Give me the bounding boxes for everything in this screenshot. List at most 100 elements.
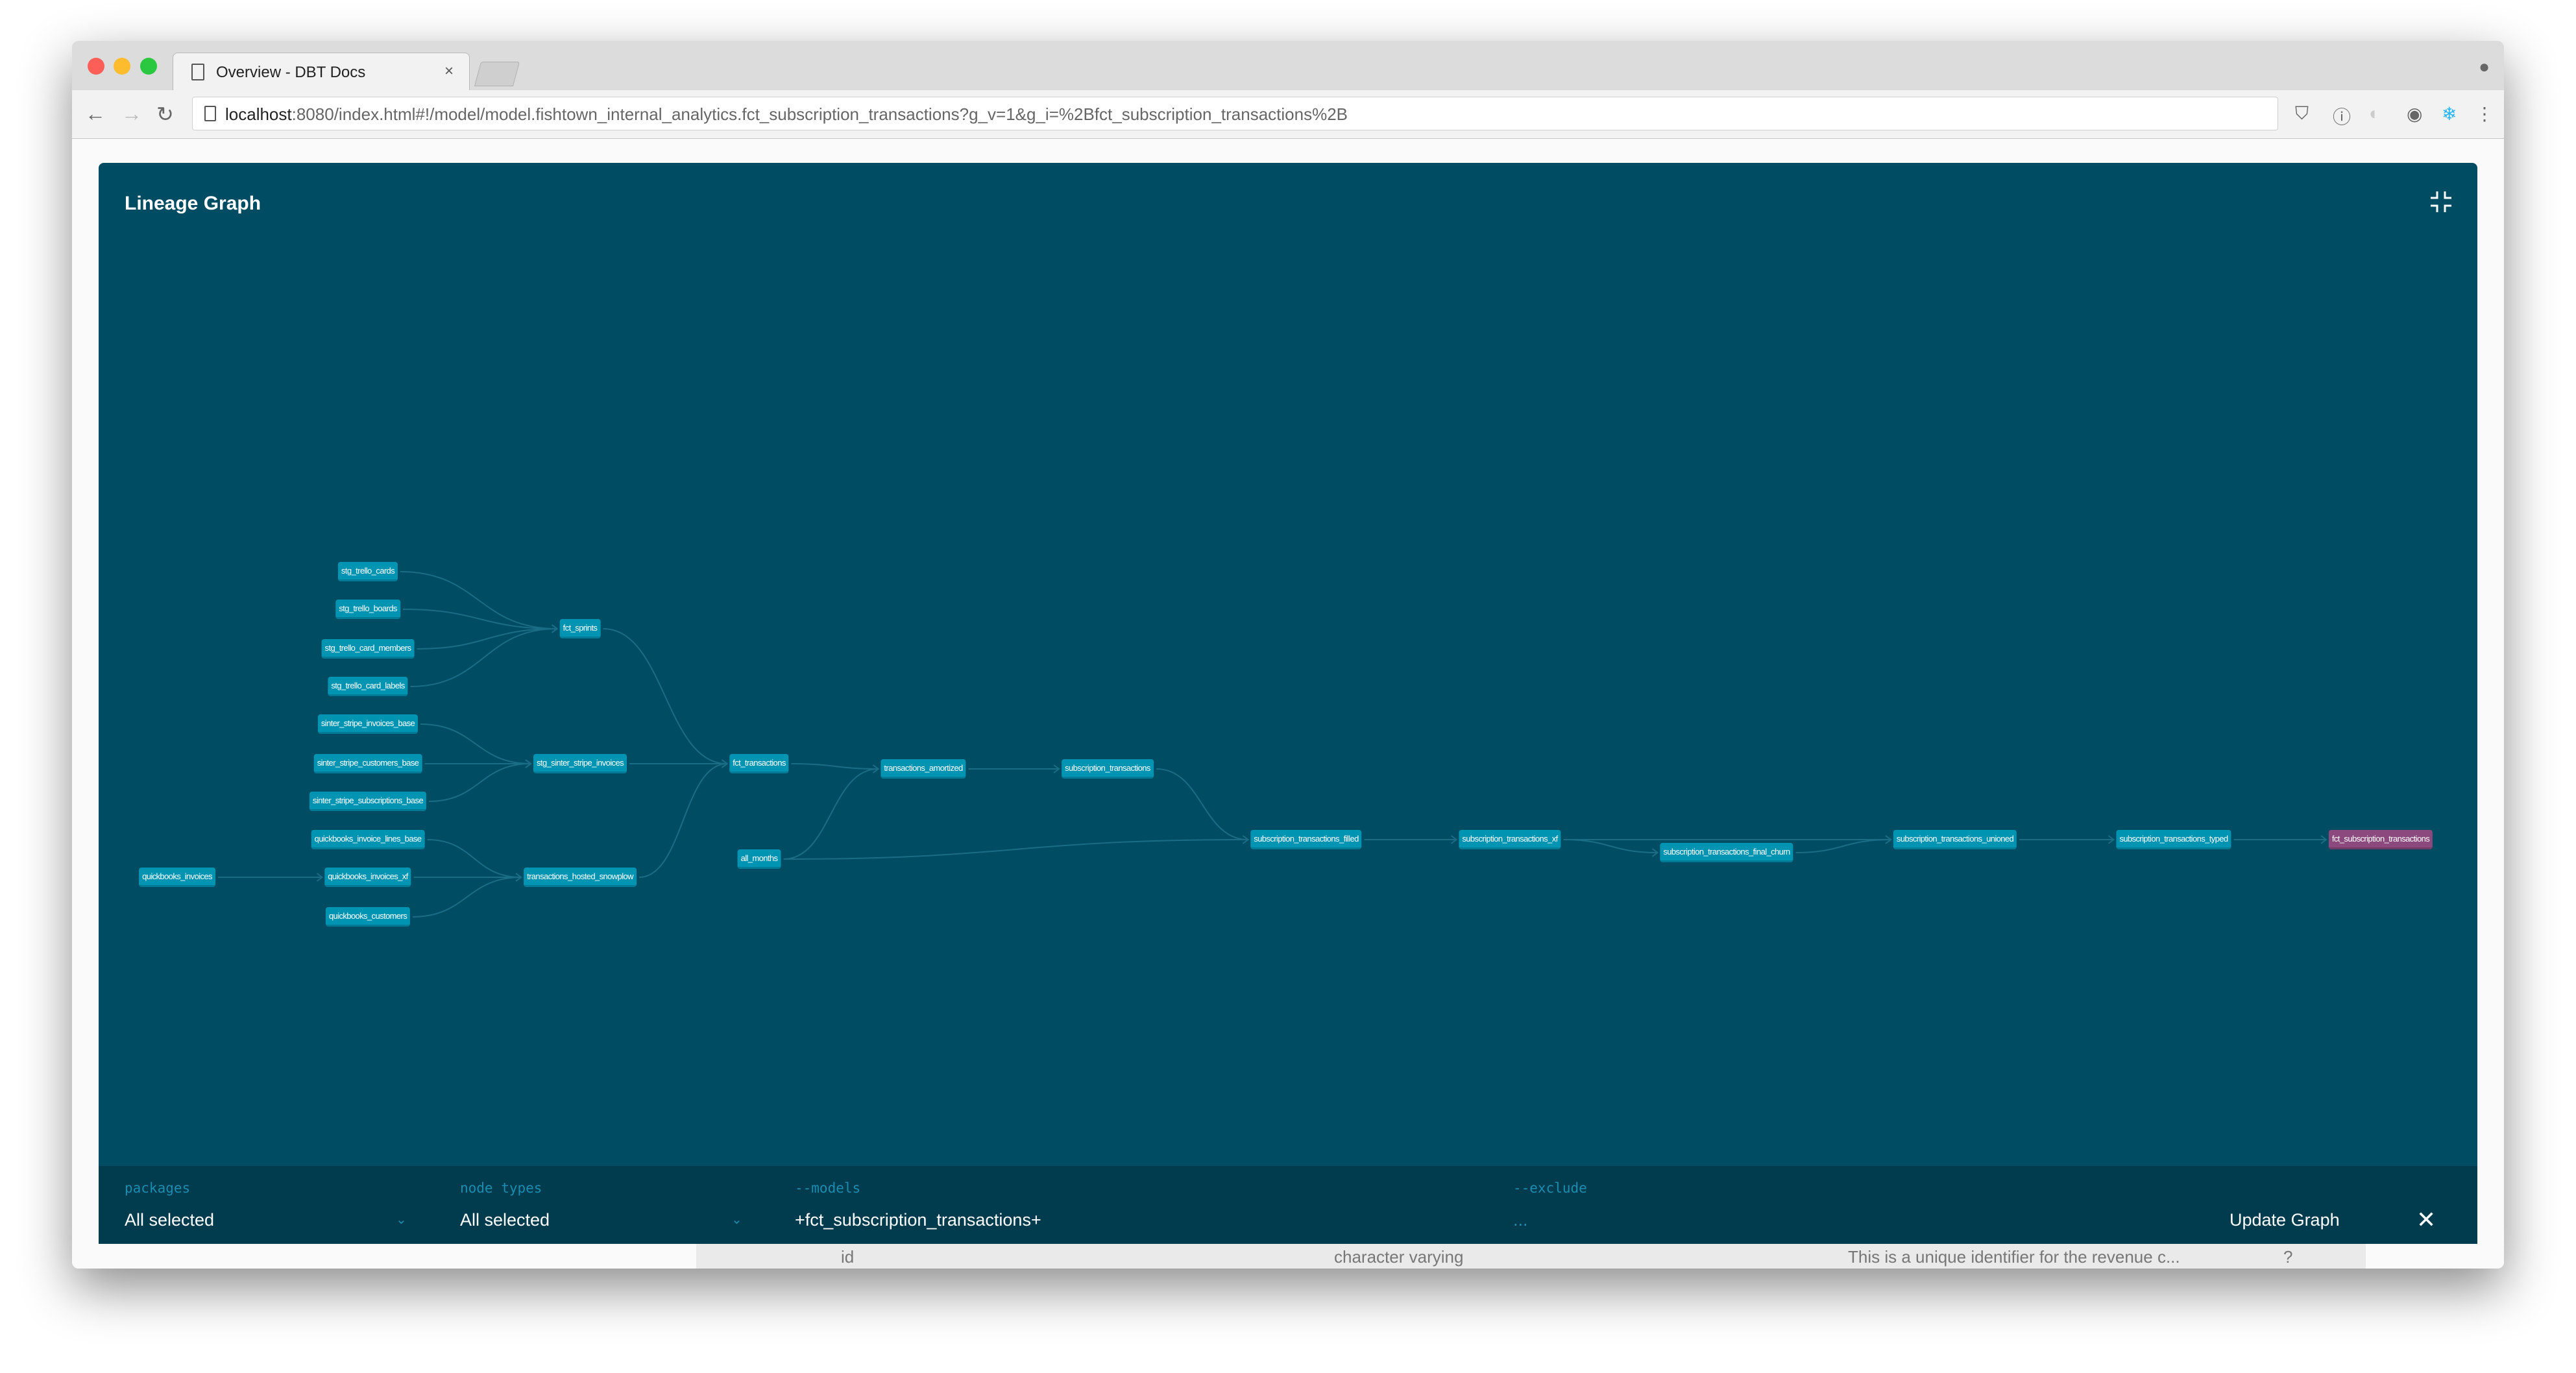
edge-arrow-icon [1885,835,1892,844]
edge-arrow-icon [525,759,532,768]
tab-title: Overview - DBT Docs [216,64,366,81]
minimize-window-button[interactable] [114,58,130,75]
edge-arrow-icon [872,764,880,773]
browser-window: Overview - DBT Docs × ● ← → ↻ localhost:… [72,41,2504,1269]
graph-node[interactable]: quickbooks_invoices_xf [324,868,411,887]
graph-node[interactable]: subscription_transactions [1062,759,1154,779]
edge-arrow-icon [1053,764,1060,773]
edge-arrow-icon [721,759,729,768]
models-label: --models [795,1180,861,1196]
exclude-input[interactable]: ... [1513,1210,1528,1230]
graph-edge [783,768,879,860]
page-info-icon [204,106,216,121]
graph-node[interactable]: sinter_stripe_customers_base [313,754,422,773]
forward-icon[interactable]: → [121,102,142,125]
shield-extension-icon[interactable]: ⛉ [2295,103,2309,123]
graph-edge [783,839,1248,860]
graph-node[interactable]: sinter_stripe_invoices_base [317,714,419,734]
url-path: :8080/index.html#!/model/model.fishtown_… [291,104,1348,124]
browser-tab[interactable]: Overview - DBT Docs × [173,53,470,91]
snowflake-extension-icon[interactable]: ❄ [2442,104,2457,124]
edge-arrow-icon [1450,835,1458,844]
graph-edge [1795,839,1891,853]
graph-node[interactable]: quickbooks_customers [325,907,411,927]
graph-edge [402,609,557,629]
info-extension-icon[interactable]: ⓘ [2333,107,2351,127]
url-bar[interactable]: localhost:8080/index.html#!/model/model.… [192,97,2278,130]
column-type: character varying [1334,1247,1464,1267]
edge-arrow-icon [1651,848,1659,857]
graph-edge [400,571,557,629]
page-icon [191,64,204,80]
page-content: id character varying This is a unique id… [72,139,2504,1269]
edge-arrow-icon [2108,835,2115,844]
graph-edge [427,839,522,878]
graph-node[interactable]: fct_transactions [729,754,789,773]
menu-icon[interactable]: ⋮ [2475,104,2494,124]
graph-node[interactable]: subscription_transactions_unioned [1893,830,2017,849]
exclude-label: --exclude [1513,1180,1587,1196]
graph-edge [1563,839,1658,853]
edge-arrow-icon [316,873,324,882]
graph-edge [638,763,727,878]
tab-close-icon[interactable]: × [444,62,454,80]
graph-node[interactable]: fct_subscription_transactions [2328,830,2433,849]
graph-node[interactable]: subscription_transactions_filled [1250,830,1362,849]
graph-node[interactable]: quickbooks_invoices [139,868,215,887]
graph-edge [603,628,727,764]
graph-edges [218,571,2327,917]
chevron-down-icon[interactable]: ⌄ [396,1213,407,1227]
graph-edge [1156,768,1248,840]
graph-node[interactable]: subscription_transactions_xf [1459,830,1561,849]
close-window-button[interactable] [88,58,104,75]
graph-node[interactable]: sinter_stripe_subscriptions_base [309,792,427,811]
column-name: id [841,1247,855,1267]
graph-node[interactable]: transactions_hosted_snowplow [524,868,637,887]
graph-edge [791,763,879,770]
graph-edge [420,723,531,764]
profile-icon[interactable]: ● [2479,56,2490,77]
graph-edge [410,628,557,687]
tab-bar: Overview - DBT Docs × ● [72,41,2504,91]
graph-node[interactable]: transactions_amortized [881,759,966,779]
panel-title: Lineage Graph [125,193,261,214]
node-types-label: node types [460,1180,542,1196]
graph-node[interactable]: subscription_transactions_final_churn [1660,843,1793,862]
graph-edge [417,628,557,650]
chevron-down-icon[interactable]: ⌄ [731,1213,742,1227]
graph-node[interactable]: quickbooks_invoice_lines_base [311,830,425,849]
graph-node[interactable]: stg_trello_cards [337,562,398,581]
graph-node[interactable]: stg_trello_boards [335,600,400,619]
update-graph-button[interactable]: Update Graph [2230,1210,2340,1230]
graph-node[interactable]: stg_trello_card_members [321,639,415,659]
graph-filter-bar: packages All selected ⌄ node types All s… [99,1166,2477,1244]
edge-arrow-icon [551,624,559,633]
address-row: ← → ↻ localhost:8080/index.html#!/model/… [72,90,2504,139]
graph-node[interactable]: subscription_transactions_typed [2116,830,2231,849]
extension-icon[interactable]: ◐ [2369,103,2380,123]
account-extension-icon[interactable]: ◉ [2407,104,2423,124]
reload-icon[interactable]: ↻ [156,103,174,126]
edge-arrow-icon [515,873,522,882]
models-input[interactable]: +fct_subscription_transactions+ [795,1210,1041,1230]
new-tab-button[interactable] [474,62,520,86]
column-more: ? [2283,1247,2293,1267]
collapse-icon[interactable] [2428,189,2454,215]
packages-select[interactable]: All selected [125,1210,215,1230]
lineage-graph-panel: Lineage Graph stg_trello_cards stg_trello… [99,163,2477,1244]
graph-node[interactable]: fct_sprints [559,619,601,638]
graph-node[interactable]: all_months [737,849,781,869]
close-graph-button[interactable]: ✕ [2416,1206,2436,1233]
graph-node[interactable]: stg_sinter_stripe_invoices [533,754,627,773]
graph-node[interactable]: stg_trello_card_labels [328,677,408,696]
graph-edge [412,877,522,917]
node-types-select[interactable]: All selected [460,1210,550,1230]
back-icon[interactable]: ← [85,102,106,125]
url-host: localhost [225,104,292,124]
edge-arrow-icon [2320,835,2327,844]
graph-edge [428,763,531,802]
column-description: This is a unique identifier for the reve… [1848,1247,2180,1267]
edge-arrow-icon [1242,835,1250,844]
maximize-window-button[interactable] [140,58,157,75]
packages-label: packages [125,1180,191,1196]
